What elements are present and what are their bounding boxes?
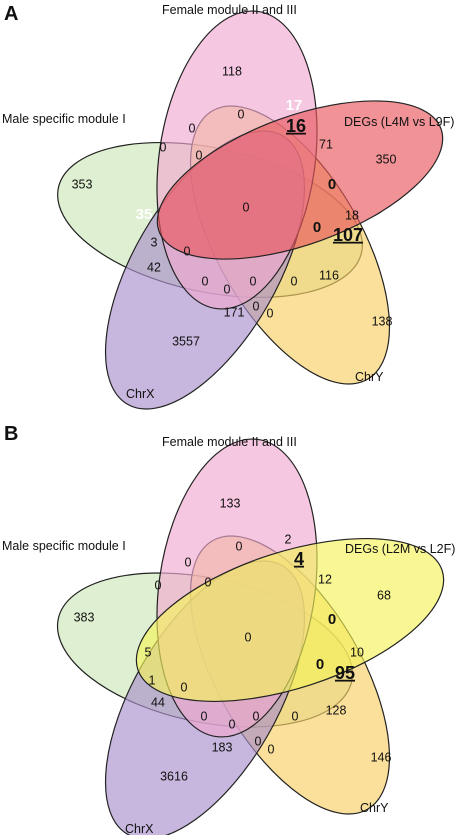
set-label-female-b: Female module II and III — [162, 435, 297, 449]
count-label: 2 — [285, 532, 292, 546]
set-label-chry-a: ChrY — [355, 370, 384, 384]
count-label: 0 — [205, 575, 212, 589]
count-label: 0 — [253, 299, 260, 313]
set-label-degs-b: DEGs (L2M vs L2F) — [345, 542, 455, 556]
count-label: 95 — [335, 663, 355, 683]
count-label: 10 — [350, 645, 364, 659]
count-label: 183 — [212, 740, 233, 754]
count-label: 0 — [189, 121, 196, 135]
count-label: 0 — [155, 578, 162, 592]
count-label: 128 — [326, 703, 347, 717]
ellipse-degs-b — [135, 537, 445, 703]
count-label: 138 — [372, 314, 393, 328]
set-label-chrx-b: ChrX — [125, 822, 154, 835]
count-label: 3616 — [160, 769, 188, 783]
count-label: 16 — [286, 116, 306, 136]
count-label: 0 — [236, 539, 243, 553]
count-label: 0 — [255, 734, 262, 748]
count-label: 0 — [268, 742, 275, 756]
set-label-male-b: Male specific module I — [2, 539, 126, 553]
count-label: 107 — [333, 225, 363, 245]
count-label: 68 — [377, 588, 391, 602]
count-label: 0 — [238, 107, 245, 121]
counts-b: 133 68 383 3616 146 0 2 4 12 0 0 10 95 1… — [74, 496, 392, 783]
count-label: 0 — [181, 680, 188, 694]
counts-a: 118 350 353 3557 138 0 17 16 71 0 0 18 1… — [72, 64, 397, 348]
count-label: 0 — [292, 709, 299, 723]
count-label: 0 — [196, 148, 203, 162]
count-label: 35 — [136, 206, 153, 223]
count-label: 0 — [253, 709, 260, 723]
count-label: 0 — [267, 306, 274, 320]
count-label: 0 — [184, 244, 191, 258]
count-label: 350 — [376, 152, 397, 166]
count-label: 3 — [151, 235, 158, 249]
count-label: 0 — [245, 630, 252, 644]
count-label: 0 — [229, 717, 236, 731]
count-label: 5 — [145, 645, 152, 659]
count-label: 118 — [222, 64, 242, 78]
count-label: 3557 — [172, 334, 200, 348]
count-label: 18 — [345, 208, 359, 222]
count-label: 0 — [313, 219, 321, 236]
count-label: 0 — [185, 555, 192, 569]
panel-letter-b: B — [4, 423, 18, 445]
count-label: 0 — [201, 709, 208, 723]
count-label: 0 — [243, 200, 250, 214]
count-label: 44 — [151, 695, 165, 709]
panel-b: B Female module II and III DEGs (L2M vs … — [2, 423, 455, 835]
count-label: 0 — [224, 282, 231, 296]
count-label: 4 — [294, 549, 304, 569]
count-label: 0 — [316, 656, 324, 673]
ellipse-degs-a — [156, 100, 444, 260]
set-label-male-a: Male specific module I — [2, 112, 126, 126]
count-label: 146 — [371, 750, 392, 764]
count-label: 71 — [319, 137, 333, 151]
count-label: 0 — [328, 176, 336, 193]
count-label: 353 — [72, 177, 93, 191]
count-label: 0 — [328, 611, 336, 628]
count-label: 0 — [250, 274, 257, 288]
count-label: 17 — [286, 97, 303, 114]
count-label: 0 — [291, 274, 298, 288]
count-label: 12 — [318, 572, 332, 586]
panel-a: A Female module II and III DEGs (L4M vs … — [2, 3, 454, 410]
count-label: 116 — [319, 268, 339, 282]
count-label: 1 — [149, 673, 156, 687]
count-label: 0 — [202, 274, 209, 288]
count-label: 133 — [220, 496, 241, 510]
count-label: 171 — [224, 305, 245, 319]
set-label-female-a: Female module II and III — [162, 3, 297, 17]
set-label-chry-b: ChrY — [360, 801, 389, 815]
count-label: 0 — [160, 140, 167, 154]
panel-letter-a: A — [4, 3, 18, 25]
count-label: 42 — [147, 260, 161, 274]
set-label-degs-a: DEGs (L4M vs L9F) — [344, 115, 454, 129]
set-label-chrx-a: ChrX — [126, 387, 155, 401]
count-label: 383 — [74, 610, 95, 624]
